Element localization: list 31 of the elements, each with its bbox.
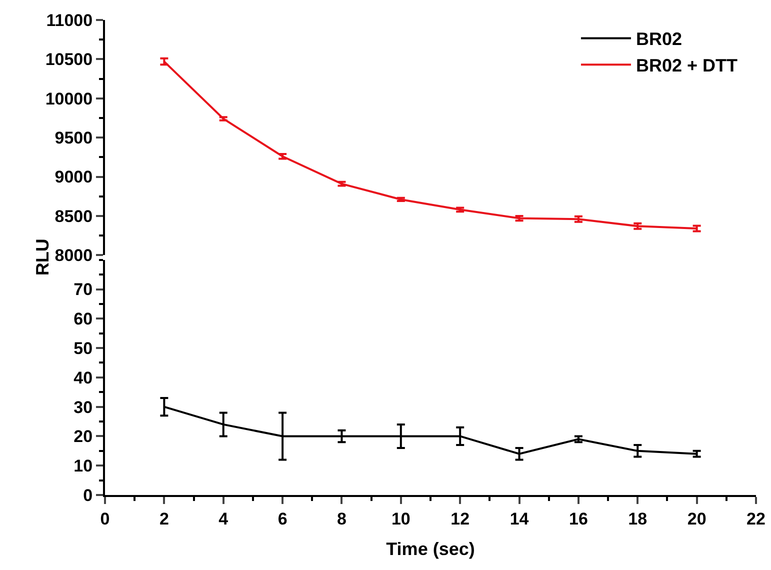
y-tick-label: 30 <box>74 398 93 417</box>
y-tick-label: 50 <box>74 338 93 358</box>
x-tick-label: 18 <box>628 509 648 528</box>
y-axis-title: RLU <box>32 238 53 276</box>
x-tick-label: 16 <box>568 509 588 528</box>
y-tick-label: 11000 <box>46 10 93 30</box>
y-tick-label: 9500 <box>54 128 93 148</box>
y-tick-label: 0 <box>83 486 93 505</box>
y-tick-label: 60 <box>74 310 93 329</box>
x-tick-label: 6 <box>278 509 288 528</box>
x-tick-label: 8 <box>336 509 346 528</box>
y-tick-label: 40 <box>74 368 93 388</box>
y-tick-label: 20 <box>74 427 93 446</box>
x-tick-label: 4 <box>218 509 229 528</box>
x-tick-label: 14 <box>510 509 530 528</box>
y-tick-label: 10500 <box>45 50 93 70</box>
y-tick-label: 9000 <box>54 168 93 187</box>
x-tick-label: 0 <box>100 509 110 528</box>
y-tick-label: 70 <box>74 280 93 300</box>
x-tick-label: 12 <box>450 509 470 528</box>
x-tick-label: 10 <box>391 509 410 528</box>
x-tick-label: 22 <box>746 509 766 528</box>
legend-label: BR02 + DTT <box>636 56 738 76</box>
y-tick-label: 8000 <box>54 246 93 266</box>
x-axis-title: Time (sec) <box>386 539 475 559</box>
y-tick-label: 10 <box>74 456 93 476</box>
x-tick-label: 20 <box>687 509 706 528</box>
y-tick-label: 10000 <box>45 89 93 108</box>
y-tick-label: 8500 <box>54 206 93 226</box>
x-tick-label: 2 <box>159 509 169 528</box>
legend-label: BR02 <box>636 29 682 50</box>
